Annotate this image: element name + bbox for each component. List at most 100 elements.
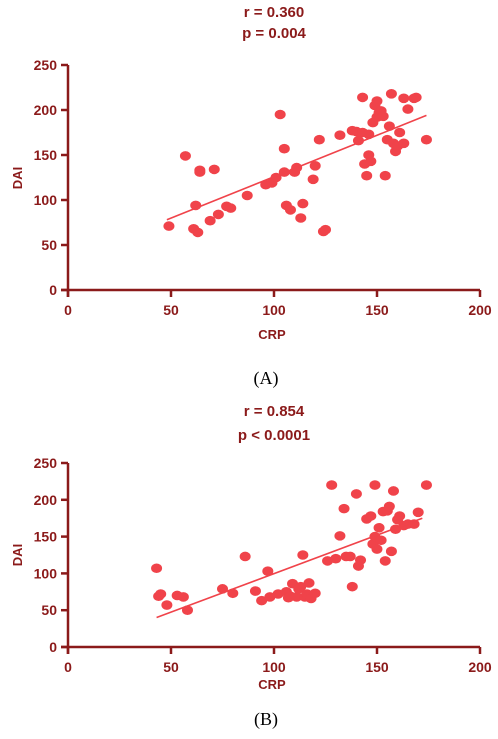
data-point (334, 531, 346, 541)
y-tick-label: 0 (49, 282, 57, 298)
y-tick-label: 100 (34, 565, 58, 581)
data-point (365, 156, 377, 167)
y-axis-title: DAI (10, 544, 25, 566)
y-tick-label: 250 (34, 57, 58, 73)
data-point (402, 104, 414, 114)
data-point (163, 221, 175, 231)
stat-label: r = 0.360 (244, 4, 304, 21)
data-point (379, 556, 391, 566)
y-tick-label: 250 (34, 455, 58, 471)
y-axis-title: DAI (10, 167, 25, 189)
data-point (375, 535, 387, 546)
data-point (371, 96, 383, 106)
data-point (208, 164, 220, 175)
stat-label: p < 0.0001 (238, 427, 310, 444)
data-point (330, 553, 342, 564)
x-tick-label: 200 (468, 659, 492, 675)
x-tick-label: 0 (64, 302, 72, 318)
data-point (192, 227, 204, 238)
data-point (334, 130, 346, 140)
data-point (412, 507, 424, 518)
data-point (155, 589, 167, 599)
data-point (383, 501, 395, 512)
data-point (274, 109, 286, 120)
x-tick-label: 50 (163, 302, 179, 318)
x-tick-label: 200 (468, 302, 492, 318)
y-tick-label: 200 (34, 102, 58, 118)
data-point (385, 546, 397, 557)
data-point (212, 209, 224, 220)
data-point (284, 205, 296, 215)
regression-line (166, 114, 427, 221)
regression-line (156, 517, 423, 619)
data-point (338, 503, 350, 514)
data-point (297, 198, 309, 209)
x-tick-label: 150 (365, 659, 389, 675)
data-point (355, 555, 367, 565)
data-point (249, 586, 261, 596)
data-point (326, 480, 338, 490)
data-point (194, 167, 206, 177)
y-tick-label: 100 (34, 192, 58, 208)
data-point (398, 93, 410, 104)
data-point (161, 600, 173, 610)
data-point (377, 111, 389, 122)
data-point (307, 174, 319, 185)
data-point (309, 161, 321, 171)
x-tick-label: 150 (365, 302, 389, 318)
stat-label: r = 0.854 (244, 403, 305, 420)
data-point (320, 224, 331, 235)
data-point (264, 592, 276, 602)
y-tick-label: 150 (34, 147, 58, 163)
data-point (350, 489, 362, 499)
data-point (394, 127, 406, 138)
x-tick-label: 50 (163, 659, 179, 675)
panel-caption: (A) (254, 368, 279, 389)
x-axis-title: CRP (258, 327, 286, 342)
data-point (361, 170, 373, 181)
data-point (394, 511, 406, 521)
data-point (151, 563, 163, 574)
data-point (398, 138, 410, 149)
data-point (309, 588, 321, 599)
data-point (369, 480, 381, 490)
stat-label: p = 0.004 (242, 25, 306, 42)
data-point (295, 213, 307, 223)
data-point (410, 92, 422, 103)
data-point (297, 550, 309, 560)
x-axis-title: CRP (258, 677, 286, 692)
data-point (379, 170, 391, 181)
data-point (357, 92, 369, 103)
data-point (420, 480, 432, 490)
data-point (387, 486, 399, 496)
scatter-panel-b: r = 0.854 p < 0.0001 0 50 100 150 200 250 0 50 100… (10, 403, 492, 730)
data-point (371, 544, 383, 554)
data-point (373, 522, 385, 533)
data-point (344, 551, 356, 562)
data-point (278, 143, 290, 154)
data-point (225, 203, 237, 213)
x-tick-label: 100 (262, 659, 286, 675)
data-point (291, 592, 303, 602)
data-point (385, 89, 397, 99)
x-tick-label: 0 (64, 659, 72, 675)
x-tick-label: 100 (262, 302, 286, 318)
y-tick-label: 200 (34, 492, 58, 508)
y-tick-label: 50 (41, 237, 57, 253)
y-tick-label: 0 (49, 639, 57, 655)
data-point (262, 566, 274, 576)
panel-caption: (B) (254, 709, 278, 730)
data-point (365, 511, 377, 521)
data-point (241, 190, 253, 201)
data-point (239, 551, 251, 562)
data-point (346, 581, 358, 592)
data-point (295, 581, 307, 592)
data-point (204, 215, 216, 226)
scatter-panel-a: r = 0.360 p = 0.004 0 50 100 150 200 250 0 50 100 1… (10, 4, 492, 389)
data-point (420, 134, 432, 145)
data-point (303, 578, 315, 588)
data-point (179, 151, 191, 161)
y-tick-label: 150 (34, 529, 58, 545)
data-point (313, 134, 325, 145)
